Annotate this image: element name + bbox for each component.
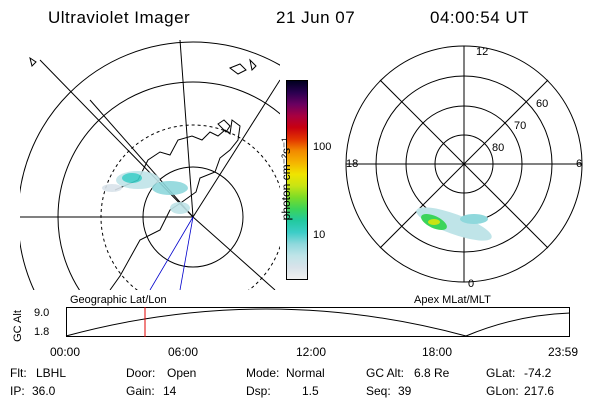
glat-value: -74.2 bbox=[524, 366, 552, 380]
time-tick-18: 18:00 bbox=[422, 345, 453, 359]
date-label: 21 Jun 07 bbox=[276, 8, 356, 27]
colorbar-tick-10: 10 bbox=[313, 229, 326, 241]
mlt-label-0: 0 bbox=[468, 278, 475, 290]
time-tick-12: 12:00 bbox=[296, 345, 327, 359]
glon-value: 217.6 bbox=[524, 384, 555, 398]
glat-key: GLat: bbox=[486, 366, 516, 380]
gain-value: 14 bbox=[163, 384, 177, 398]
filter-key: Flt: bbox=[10, 366, 27, 380]
color-scale-bar bbox=[286, 80, 308, 280]
time-tick-end: 23:59 bbox=[548, 345, 579, 359]
filter-value: LBHL bbox=[36, 366, 67, 380]
glon-key: GLon: bbox=[486, 384, 519, 398]
meridian-trace bbox=[149, 216, 194, 290]
seq-value: 39 bbox=[398, 384, 412, 398]
altitude-tick-high: 9.0 bbox=[34, 307, 50, 319]
dsp-value: 1.5 bbox=[302, 384, 319, 398]
instrument-title: Ultraviolet Imager bbox=[48, 8, 191, 27]
mlt-label-6: 6 bbox=[576, 158, 583, 170]
altitude-axis-label: GC Alt bbox=[12, 310, 24, 342]
altitude-strip bbox=[65, 307, 571, 337]
gain-key: Gain: bbox=[126, 384, 155, 398]
geographic-map bbox=[20, 40, 280, 290]
gc-alt-key: GC Alt: bbox=[366, 366, 405, 380]
dsp-key: Dsp: bbox=[246, 384, 271, 398]
ip-key: IP: bbox=[10, 384, 25, 398]
mlat-label-60: 60 bbox=[536, 98, 549, 110]
ip-value: 36.0 bbox=[32, 384, 56, 398]
gc-alt-value: 6.8 Re bbox=[414, 366, 450, 380]
mlt-label-18: 18 bbox=[346, 158, 359, 170]
mlt-label-12: 12 bbox=[476, 46, 489, 58]
door-value: Open bbox=[167, 366, 197, 380]
mlat-label-80: 80 bbox=[492, 142, 505, 154]
geo-map-caption: Geographic Lat/Lon bbox=[70, 294, 167, 306]
altitude-tick-low: 1.8 bbox=[34, 326, 50, 338]
time-tick-0: 00:00 bbox=[50, 345, 81, 359]
time-label: 04:00:54 UT bbox=[430, 8, 530, 27]
mode-key: Mode: bbox=[246, 366, 280, 380]
mlat-label-70: 70 bbox=[514, 120, 527, 132]
colorbar-unit-label: photon cm⁻²s⁻¹ bbox=[279, 137, 293, 221]
polar-plot-caption: Apex MLat/MLT bbox=[414, 294, 491, 306]
time-tick-6: 06:00 bbox=[168, 345, 199, 359]
aurora-oval bbox=[416, 207, 492, 241]
colorbar-tick-100: 100 bbox=[313, 141, 332, 153]
polar-plot bbox=[345, 45, 583, 283]
mode-value: Normal bbox=[286, 366, 325, 380]
door-key: Door: bbox=[126, 366, 156, 380]
seq-key: Seq: bbox=[366, 384, 391, 398]
